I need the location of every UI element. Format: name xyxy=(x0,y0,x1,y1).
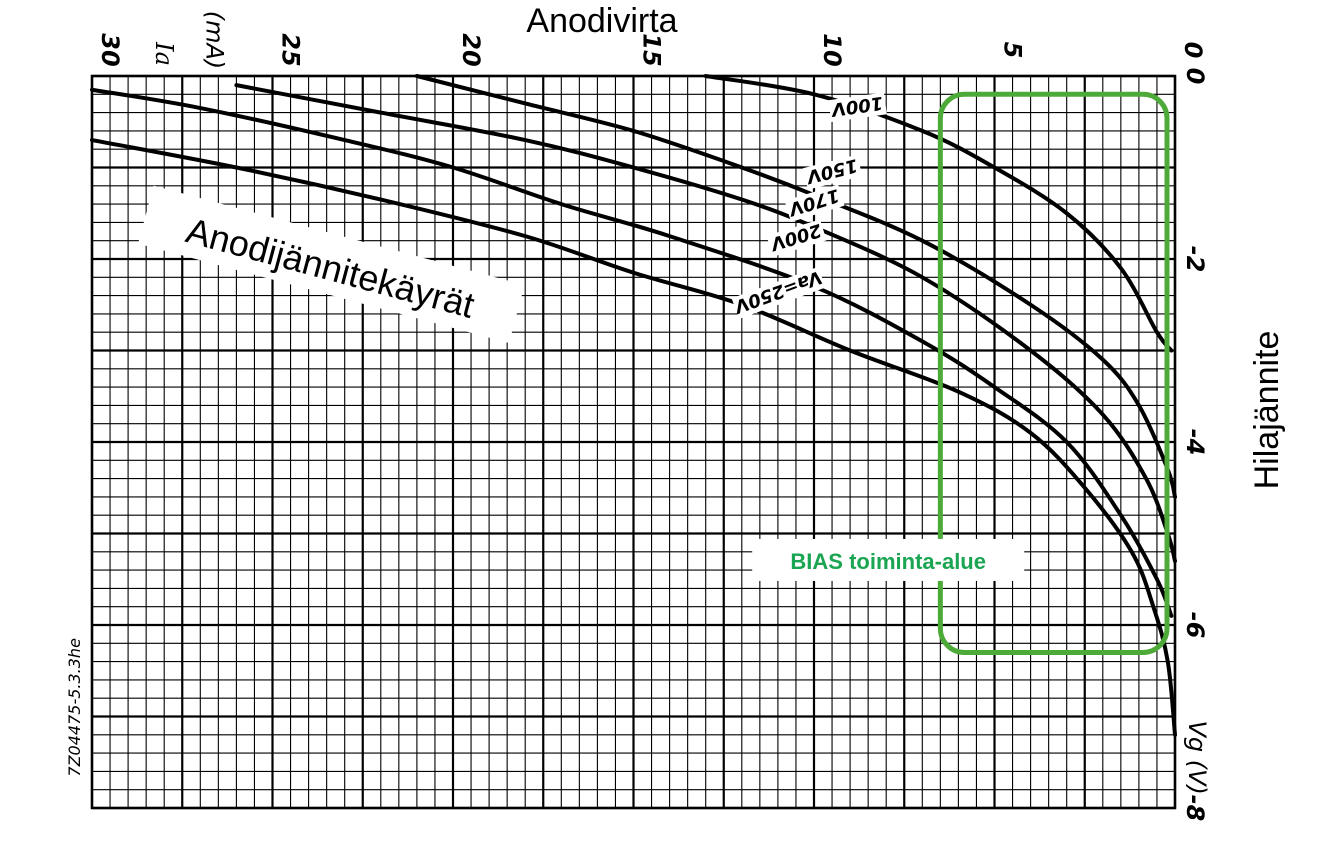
plot-area: 30 25 20 15 10 5 0 Ia (mA) 0 -2 -4 -6 -8Vg (V) 7Z04475… xyxy=(65,11,1211,822)
curves-label-bg xyxy=(138,185,525,343)
y-axis-title: Hilajännite xyxy=(1248,331,1286,490)
x-tick-label: 5 xyxy=(999,42,1027,59)
x-axis-unit: (mA) xyxy=(201,11,229,70)
x-tick-label: 0 xyxy=(1179,42,1207,59)
series-label-bg xyxy=(828,92,887,123)
bias-label: BIAS toiminta-alue xyxy=(790,549,986,574)
y-tick-label: -4 xyxy=(1181,429,1209,456)
x-tick-label: 25 xyxy=(277,33,305,66)
series-line xyxy=(414,74,1177,499)
y-tick-label: 0 xyxy=(1181,68,1209,85)
chart-title: Anodivirta xyxy=(526,2,677,40)
series-label-bg xyxy=(802,154,863,190)
series-line xyxy=(90,87,1174,618)
series-label-bg xyxy=(766,219,827,257)
x-tick-label: 15 xyxy=(638,33,666,66)
figure-code: 7Z04475-5.3.3he xyxy=(65,638,84,777)
bias-label-bg xyxy=(752,538,1025,581)
x-axis-symbol: Ia xyxy=(150,41,178,66)
bias-region-box xyxy=(937,91,1170,655)
series-line xyxy=(90,138,1177,737)
y-tick-label: -6 xyxy=(1181,612,1209,639)
grid xyxy=(90,74,1177,810)
y-tick-label: -8 xyxy=(1181,795,1209,822)
x-tick-label: 30 xyxy=(96,33,124,66)
y-tick-label: -2 xyxy=(1181,246,1209,273)
plot-frame xyxy=(90,74,1177,810)
series-label-bg xyxy=(784,184,845,222)
series-label-bg xyxy=(731,266,826,319)
y-axis-symbol: Vg (V) xyxy=(1183,720,1211,794)
series-line xyxy=(703,74,1174,353)
x-tick-label: 10 xyxy=(818,33,846,66)
x-tick-label: 20 xyxy=(457,33,485,66)
